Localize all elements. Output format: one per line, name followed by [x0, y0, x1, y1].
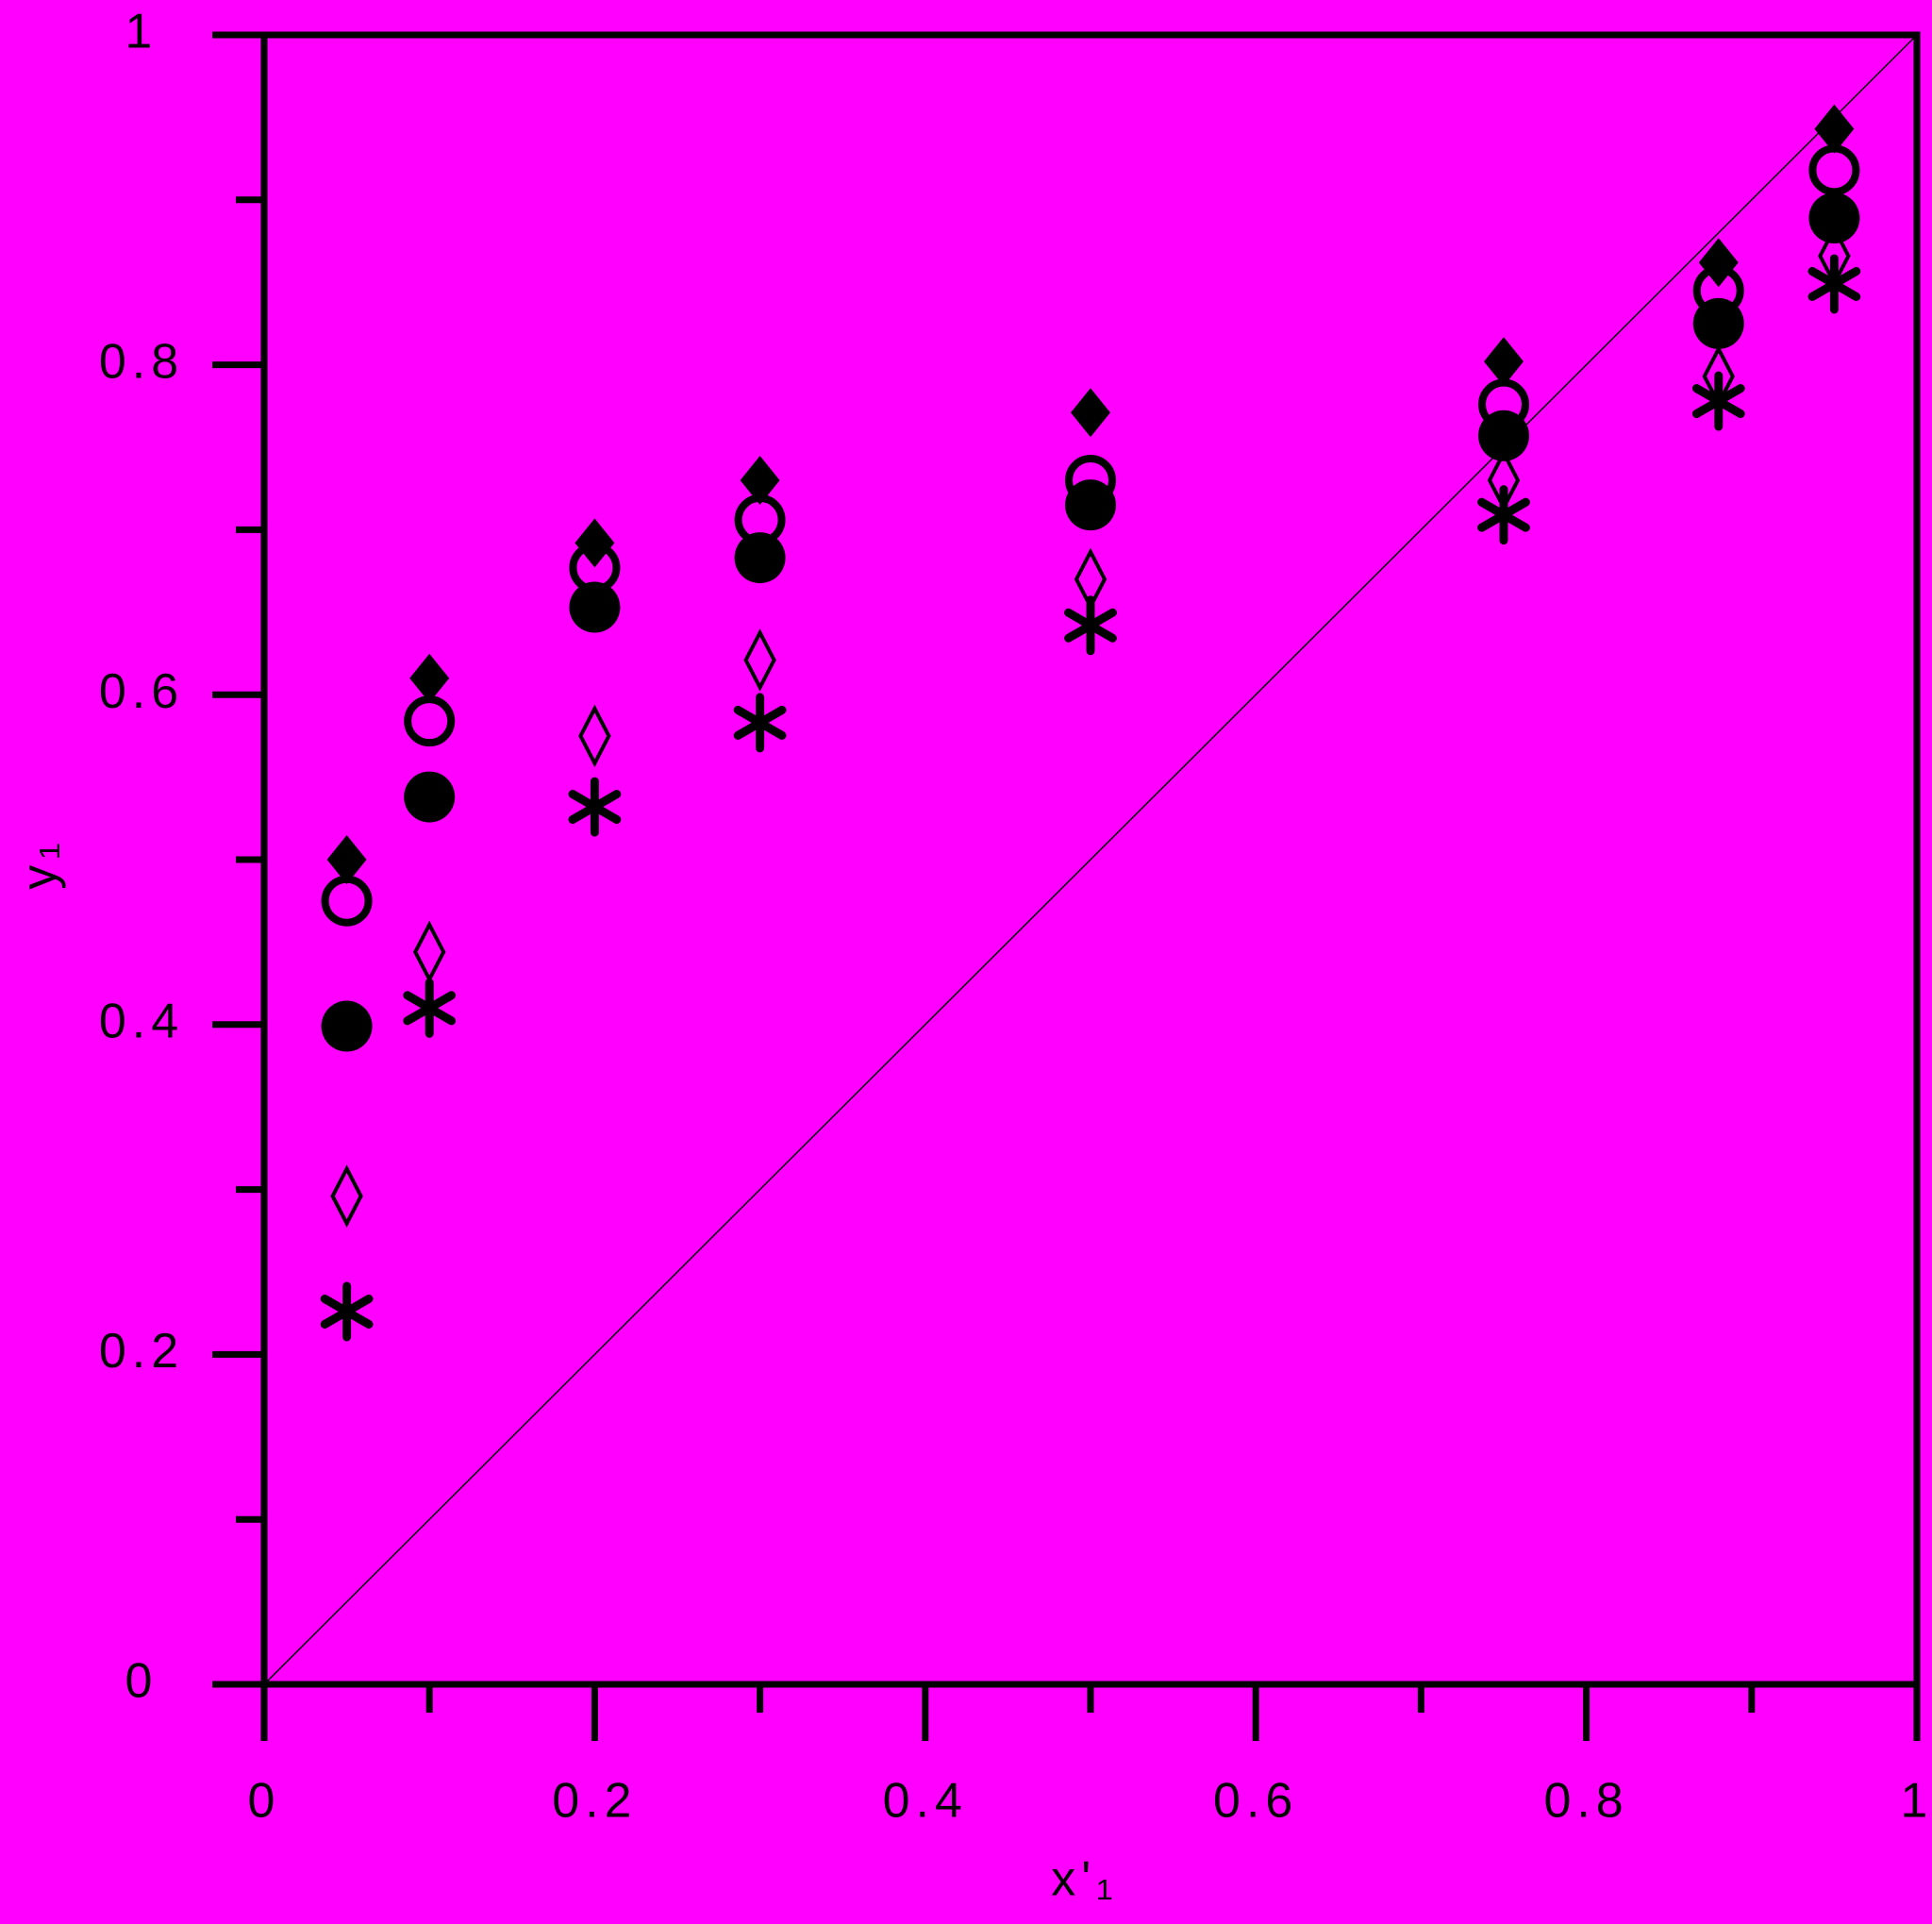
point — [1692, 297, 1744, 349]
y-tick-label: 0.8 — [99, 334, 184, 389]
point — [1484, 337, 1524, 387]
y-tick-label: 0.2 — [99, 1324, 184, 1379]
point — [1808, 144, 1860, 196]
point — [321, 875, 373, 927]
point — [330, 1164, 363, 1228]
point — [1691, 371, 1745, 431]
point — [578, 704, 611, 768]
y-tick-label: 0 — [125, 1654, 158, 1709]
point — [740, 455, 780, 505]
y-axis-label: y₁ — [12, 837, 67, 890]
x-tick-label: 0 — [248, 1774, 281, 1829]
point — [568, 777, 622, 837]
y-tick-label: 0.4 — [99, 995, 184, 1049]
y-tick-label: 1 — [125, 5, 158, 59]
point — [1477, 485, 1530, 545]
diagonal-line — [263, 34, 1918, 1685]
point — [734, 532, 786, 584]
y-tick-label: 0.6 — [99, 664, 184, 719]
x-axis-label: x'₁ — [1051, 1852, 1118, 1907]
point — [321, 1000, 373, 1052]
point — [404, 771, 456, 823]
point — [1814, 104, 1855, 154]
x-tick-label: 0.4 — [883, 1774, 968, 1829]
point — [743, 628, 776, 692]
x-tick-label: 0.8 — [1543, 1774, 1628, 1829]
x-tick-label: 1 — [1901, 1774, 1932, 1829]
point — [1071, 388, 1110, 438]
point — [409, 653, 450, 703]
point — [1808, 192, 1860, 244]
x-tick-label: 0.6 — [1213, 1774, 1298, 1829]
point — [733, 693, 787, 753]
point — [1064, 595, 1117, 656]
point — [326, 835, 367, 884]
point — [320, 1281, 374, 1342]
point — [403, 978, 457, 1038]
x-tick-label: 0.2 — [552, 1774, 637, 1829]
point — [1478, 410, 1529, 461]
point — [404, 695, 456, 747]
point — [1807, 254, 1861, 314]
point — [569, 581, 621, 633]
point — [1065, 479, 1116, 531]
